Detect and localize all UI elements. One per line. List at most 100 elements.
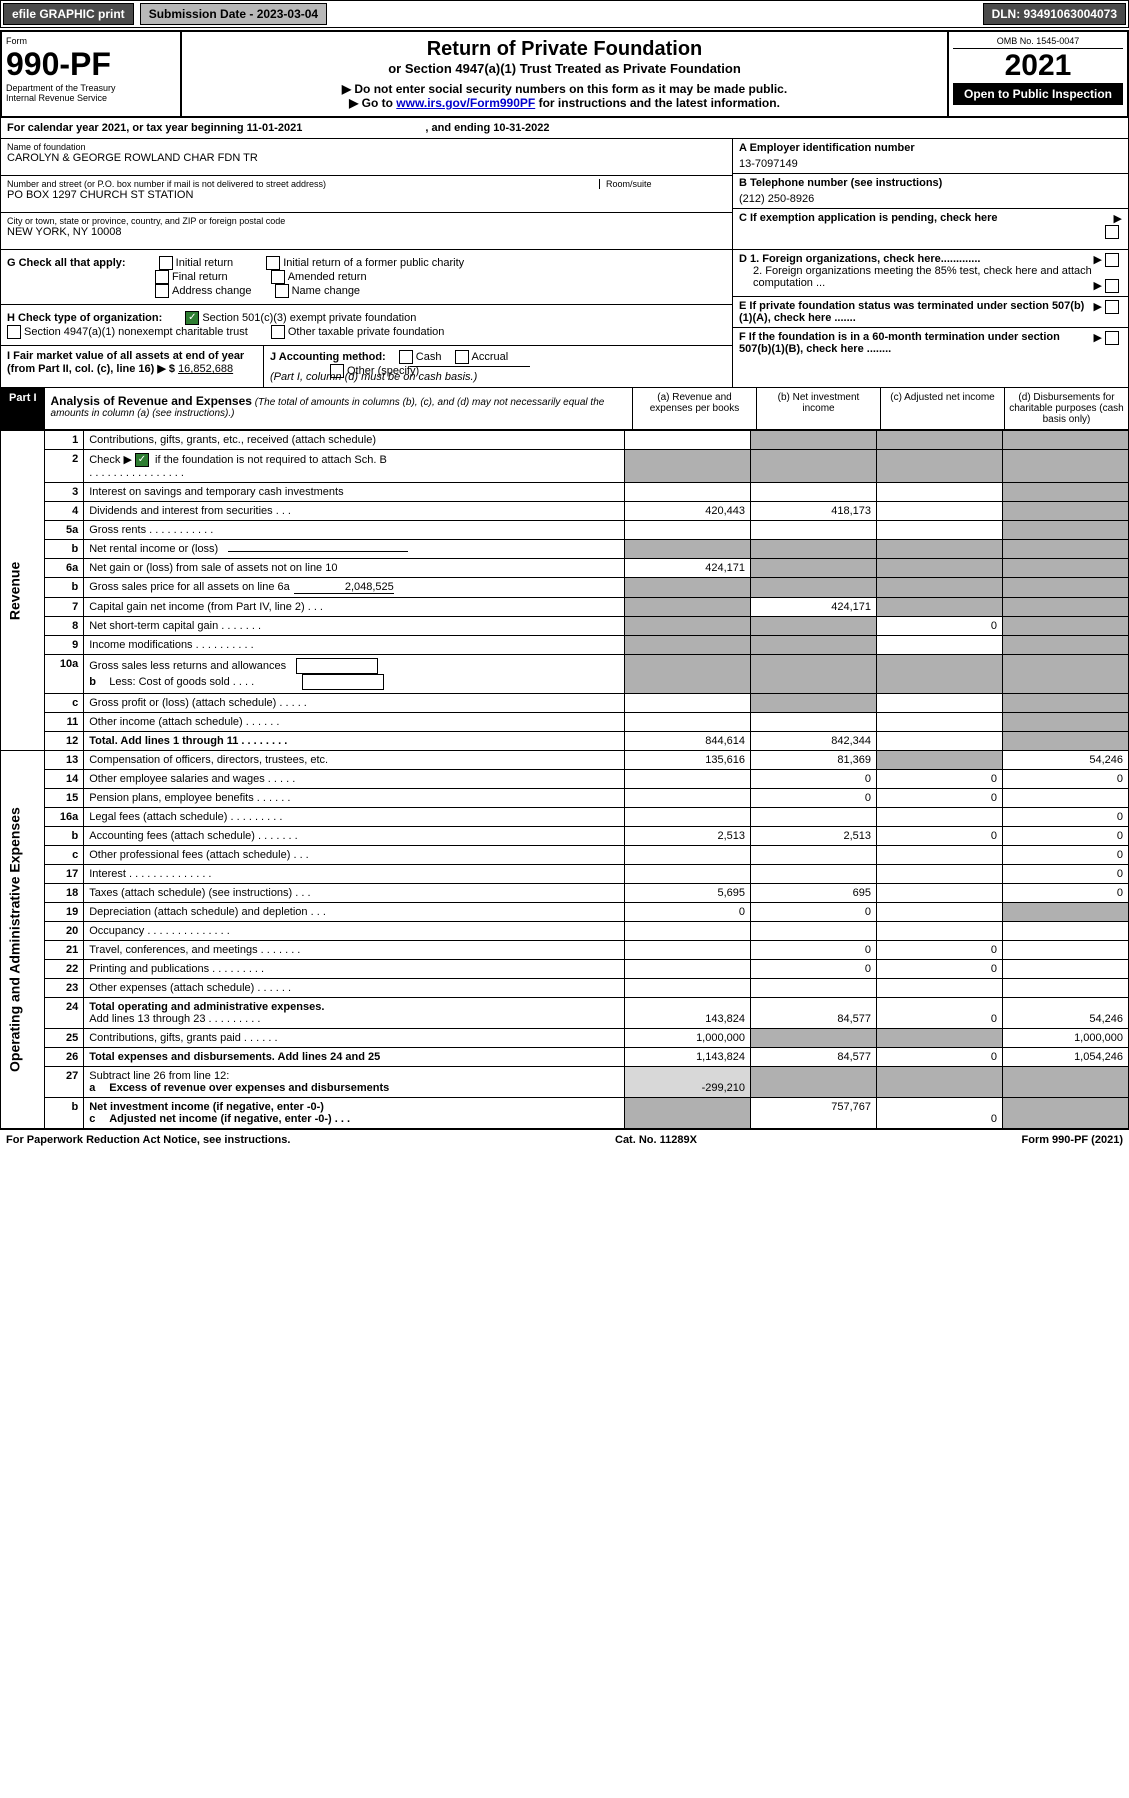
line-num: 1	[45, 431, 84, 450]
form-id-block: Form 990-PF Department of the Treasury I…	[2, 32, 182, 116]
4947-checkbox[interactable]	[7, 325, 21, 339]
cal-pre: For calendar year 2021, or tax year begi…	[7, 122, 247, 134]
initial-return-checkbox[interactable]	[159, 256, 173, 270]
submission-date-button[interactable]: Submission Date - 2023-03-04	[140, 3, 327, 25]
line-desc: Interest . . . . . . . . . . . . . .	[84, 865, 625, 884]
city-row: City or town, state or province, country…	[1, 213, 732, 249]
cell-value: 0	[751, 770, 877, 789]
cell-value: 1,000,000	[625, 1029, 751, 1048]
cell-value: 0	[1003, 808, 1129, 827]
line-desc: Net short-term capital gain . . . . . . …	[84, 617, 625, 636]
table-row: 14 Other employee salaries and wages . .…	[1, 770, 1129, 789]
table-row: c Gross profit or (loss) (attach schedul…	[1, 694, 1129, 713]
check-section: G Check all that apply: Initial return I…	[0, 250, 1129, 388]
cell-value: -299,210	[625, 1067, 751, 1098]
foundation-name: CAROLYN & GEORGE ROWLAND CHAR FDN TR	[7, 152, 726, 164]
f-row: F If the foundation is in a 60-month ter…	[733, 328, 1128, 358]
footer-left: For Paperwork Reduction Act Notice, see …	[6, 1134, 290, 1146]
line-num: 6a	[45, 559, 84, 578]
form-word: Form	[6, 36, 176, 46]
f-checkbox[interactable]	[1105, 331, 1119, 345]
address: PO BOX 1297 CHURCH ST STATION	[7, 189, 599, 201]
addr-change-checkbox[interactable]	[155, 284, 169, 298]
cell-value: 54,246	[1003, 998, 1129, 1029]
line-desc: Pension plans, employee benefits . . . .…	[84, 789, 625, 808]
final-return-checkbox[interactable]	[155, 270, 169, 284]
cell-value: 0	[877, 1048, 1003, 1067]
exemption-checkbox[interactable]	[1105, 225, 1119, 239]
form-header: Form 990-PF Department of the Treasury I…	[0, 30, 1129, 118]
table-row: 16a Legal fees (attach schedule) . . . .…	[1, 808, 1129, 827]
e-row: E If private foundation status was termi…	[733, 297, 1128, 328]
irs-link[interactable]: www.irs.gov/Form990PF	[396, 96, 535, 110]
501c3-checkbox[interactable]	[185, 311, 199, 325]
address-row: Number and street (or P.O. box number if…	[1, 176, 732, 213]
j-label: J Accounting method:	[270, 351, 386, 363]
line-desc: Contributions, gifts, grants, etc., rece…	[84, 431, 625, 450]
501c3-label: Section 501(c)(3) exempt private foundat…	[202, 312, 416, 324]
other-taxable-label: Other taxable private foundation	[288, 326, 445, 338]
cell-value: 0	[1003, 865, 1129, 884]
table-row: 25 Contributions, gifts, grants paid . .…	[1, 1029, 1129, 1048]
cell-value: 1,143,824	[625, 1048, 751, 1067]
efile-button[interactable]: efile GRAPHIC print	[3, 3, 134, 25]
cell-value: 0	[625, 903, 751, 922]
check-right: D 1. Foreign organizations, check here..…	[732, 250, 1128, 387]
phone-row: B Telephone number (see instructions) (2…	[733, 174, 1128, 209]
j-block: J Accounting method: Cash Accrual Other …	[264, 346, 732, 387]
table-row: c Other professional fees (attach schedu…	[1, 846, 1129, 865]
d2-checkbox[interactable]	[1105, 279, 1119, 293]
initial-former-label: Initial return of a former public charit…	[283, 257, 464, 269]
foundation-name-row: Name of foundation CAROLYN & GEORGE ROWL…	[1, 139, 732, 176]
table-row: 7 Capital gain net income (from Part IV,…	[1, 598, 1129, 617]
line-num: c	[45, 694, 84, 713]
g-row: G Check all that apply: Initial return I…	[1, 250, 732, 305]
cell-value: 1,000,000	[1003, 1029, 1129, 1048]
line-num: 14	[45, 770, 84, 789]
line-desc: Subtract line 26 from line 12:aExcess of…	[84, 1067, 625, 1098]
dln-button[interactable]: DLN: 93491063004073	[983, 3, 1126, 25]
cash-checkbox[interactable]	[399, 350, 413, 364]
dept-treasury: Department of the Treasury	[6, 83, 176, 93]
part1-desc: Analysis of Revenue and Expenses (The to…	[45, 388, 632, 429]
city-label: City or town, state or province, country…	[7, 216, 726, 226]
cell-value: 0	[877, 770, 1003, 789]
table-row: 12 Total. Add lines 1 through 11 . . . .…	[1, 732, 1129, 751]
accrual-checkbox[interactable]	[455, 350, 469, 364]
l6b-value: 2,048,525	[294, 581, 394, 594]
other-taxable-checkbox[interactable]	[271, 325, 285, 339]
line-num: b	[45, 540, 84, 559]
phone-label: B Telephone number (see instructions)	[739, 177, 1122, 189]
line-num: b	[45, 1098, 84, 1129]
form-subtitle: or Section 4947(a)(1) Trust Treated as P…	[188, 61, 941, 76]
open-to-public: Open to Public Inspection	[953, 83, 1123, 105]
expenses-side-label: Operating and Administrative Expenses	[1, 751, 45, 1129]
e-checkbox[interactable]	[1105, 300, 1119, 314]
table-row: 3 Interest on savings and temporary cash…	[1, 483, 1129, 502]
cell-value: 0	[877, 1098, 1003, 1129]
line-desc: Net investment income (if negative, ente…	[84, 1098, 625, 1129]
initial-former-checkbox[interactable]	[266, 256, 280, 270]
table-row: 18 Taxes (attach schedule) (see instruct…	[1, 884, 1129, 903]
table-row: Operating and Administrative Expenses 13…	[1, 751, 1129, 770]
line-desc: Occupancy . . . . . . . . . . . . . .	[84, 922, 625, 941]
line-desc: Gross profit or (loss) (attach schedule)…	[84, 694, 625, 713]
goto-pre: ▶ Go to	[349, 96, 396, 110]
table-row: 9 Income modifications . . . . . . . . .…	[1, 636, 1129, 655]
amended-return-checkbox[interactable]	[271, 270, 285, 284]
schb-checkbox[interactable]	[135, 453, 149, 467]
line-desc: Gross sales less returns and allowancesb…	[84, 655, 625, 694]
line-num: 25	[45, 1029, 84, 1048]
name-change-checkbox[interactable]	[275, 284, 289, 298]
d1-checkbox[interactable]	[1105, 253, 1119, 267]
room-label: Room/suite	[606, 179, 726, 189]
col-a-head: (a) Revenue and expenses per books	[632, 388, 756, 429]
cell-value: 0	[1003, 827, 1129, 846]
line-num: 16a	[45, 808, 84, 827]
cell-value: 2,513	[625, 827, 751, 846]
ein-value: 13-7097149	[739, 158, 1122, 170]
line-desc: Other expenses (attach schedule) . . . .…	[84, 979, 625, 998]
ein-label: A Employer identification number	[739, 142, 1122, 154]
cell-value: 424,171	[751, 598, 877, 617]
form-year-block: OMB No. 1545-0047 2021 Open to Public In…	[947, 32, 1127, 116]
